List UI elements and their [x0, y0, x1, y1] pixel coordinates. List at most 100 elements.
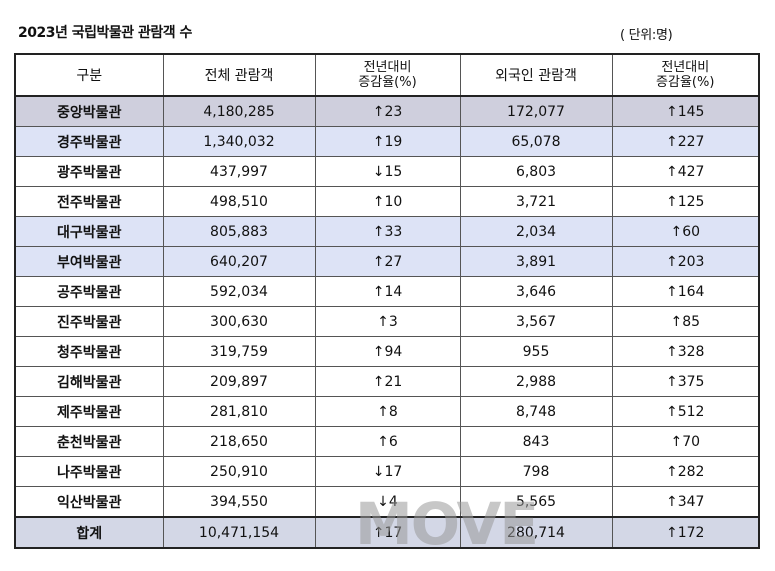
row-name: 제주박물관 [14, 396, 164, 427]
row-total: 640,207 [162, 246, 316, 277]
table-row: 대구박물관 805,883 ↑33 2,034 ↑60 [14, 216, 760, 247]
row-foreign: 172,077 [459, 95, 613, 127]
row-foreign: 3,567 [459, 306, 613, 337]
row-total: 437,997 [162, 156, 316, 187]
table-row: 진주박물관 300,630 ↑3 3,567 ↑85 [14, 306, 760, 337]
row-total-change: ↑6 [314, 426, 461, 457]
row-name: 진주박물관 [14, 306, 164, 337]
row-total-change: ↑27 [314, 246, 461, 277]
row-total: 300,630 [162, 306, 316, 337]
row-foreign-change: ↑145 [611, 95, 760, 127]
header-foreign-change-line2: 증감율(%) [656, 75, 715, 90]
total-row: 합계 10,471,154 ↑17 280,714 ↑172 [14, 516, 760, 549]
header-total-change: 전년대비 증감율(%) [314, 53, 461, 97]
table-row: 중앙박물관 4,180,285 ↑23 172,077 ↑145 [14, 95, 760, 127]
row-total: 592,034 [162, 276, 316, 307]
row-name: 나주박물관 [14, 456, 164, 487]
table-row: 광주박물관 437,997 ↓15 6,803 ↑427 [14, 156, 760, 187]
row-foreign: 798 [459, 456, 613, 487]
row-foreign-change: ↑85 [611, 306, 760, 337]
header-foreign-visitors: 외국인 관람객 [459, 53, 613, 97]
row-total: 805,883 [162, 216, 316, 247]
total-row-name: 합계 [14, 516, 164, 549]
row-foreign: 6,803 [459, 156, 613, 187]
table-row: 공주박물관 592,034 ↑14 3,646 ↑164 [14, 276, 760, 307]
row-foreign-change: ↑125 [611, 186, 760, 217]
row-foreign: 955 [459, 336, 613, 367]
row-foreign: 2,034 [459, 216, 613, 247]
row-foreign-change: ↑70 [611, 426, 760, 457]
header-category: 구분 [14, 53, 164, 97]
row-foreign: 65,078 [459, 126, 613, 157]
row-foreign-change: ↑328 [611, 336, 760, 367]
row-name: 부여박물관 [14, 246, 164, 277]
header-total-visitors: 전체 관람객 [162, 53, 316, 97]
row-name: 대구박물관 [14, 216, 164, 247]
row-foreign-change: ↑203 [611, 246, 760, 277]
row-total-change: ↑14 [314, 276, 461, 307]
row-foreign-change: ↑347 [611, 486, 760, 518]
row-foreign-change: ↑512 [611, 396, 760, 427]
row-foreign: 5,565 [459, 486, 613, 518]
row-name: 공주박물관 [14, 276, 164, 307]
table-row: 부여박물관 640,207 ↑27 3,891 ↑203 [14, 246, 760, 277]
table-row: 나주박물관 250,910 ↓17 798 ↑282 [14, 456, 760, 487]
row-foreign: 843 [459, 426, 613, 457]
row-total-change: ↓15 [314, 156, 461, 187]
row-name: 중앙박물관 [14, 95, 164, 127]
row-foreign: 8,748 [459, 396, 613, 427]
row-foreign-change: ↑375 [611, 366, 760, 397]
row-name: 경주박물관 [14, 126, 164, 157]
row-total-change: ↑33 [314, 216, 461, 247]
row-total: 1,340,032 [162, 126, 316, 157]
row-foreign-change: ↑227 [611, 126, 760, 157]
row-name: 김해박물관 [14, 366, 164, 397]
row-foreign: 3,721 [459, 186, 613, 217]
row-total: 209,897 [162, 366, 316, 397]
row-foreign: 2,988 [459, 366, 613, 397]
row-name: 익산박물관 [14, 486, 164, 518]
total-row-total-change: ↑17 [314, 516, 461, 549]
row-total-change: ↑94 [314, 336, 461, 367]
row-total-change: ↑8 [314, 396, 461, 427]
row-foreign-change: ↑60 [611, 216, 760, 247]
header-foreign-change: 전년대비 증감율(%) [611, 53, 760, 97]
row-foreign-change: ↑164 [611, 276, 760, 307]
unit-label: ( 단위:명) [620, 28, 673, 43]
table-row: 김해박물관 209,897 ↑21 2,988 ↑375 [14, 366, 760, 397]
table-row: 청주박물관 319,759 ↑94 955 ↑328 [14, 336, 760, 367]
total-row-foreign-change: ↑172 [611, 516, 760, 549]
row-total: 498,510 [162, 186, 316, 217]
total-row-foreign: 280,714 [459, 516, 613, 549]
table-row: 춘천박물관 218,650 ↑6 843 ↑70 [14, 426, 760, 457]
page-title: 2023년 국립박물관 관람객 수 [18, 25, 192, 41]
row-foreign: 3,646 [459, 276, 613, 307]
row-name: 춘천박물관 [14, 426, 164, 457]
row-total-change: ↑21 [314, 366, 461, 397]
header-foreign-change-line1: 전년대비 [661, 60, 710, 75]
row-total-change: ↑10 [314, 186, 461, 217]
row-total-change: ↓17 [314, 456, 461, 487]
row-total-change: ↑23 [314, 95, 461, 127]
row-total: 4,180,285 [162, 95, 316, 127]
row-foreign: 3,891 [459, 246, 613, 277]
table-row: 전주박물관 498,510 ↑10 3,721 ↑125 [14, 186, 760, 217]
table-row: 제주박물관 281,810 ↑8 8,748 ↑512 [14, 396, 760, 427]
row-total-change: ↓4 [314, 486, 461, 518]
row-total-change: ↑3 [314, 306, 461, 337]
table-row: 익산박물관 394,550 ↓4 5,565 ↑347 [14, 486, 760, 518]
row-name: 청주박물관 [14, 336, 164, 367]
table-header-row: 구분 전체 관람객 전년대비 증감율(%) 외국인 관람객 전년대비 증감율(%… [14, 53, 760, 97]
row-name: 광주박물관 [14, 156, 164, 187]
row-total: 218,650 [162, 426, 316, 457]
row-foreign-change: ↑282 [611, 456, 760, 487]
header-total-change-line1: 전년대비 [363, 60, 412, 75]
row-name: 전주박물관 [14, 186, 164, 217]
header-total-change-line2: 증감율(%) [358, 75, 417, 90]
row-total-change: ↑19 [314, 126, 461, 157]
table-row: 경주박물관 1,340,032 ↑19 65,078 ↑227 [14, 126, 760, 157]
row-total: 319,759 [162, 336, 316, 367]
row-total: 250,910 [162, 456, 316, 487]
visitor-table: 구분 전체 관람객 전년대비 증감율(%) 외국인 관람객 전년대비 증감율(%… [14, 53, 760, 549]
row-total: 394,550 [162, 486, 316, 518]
